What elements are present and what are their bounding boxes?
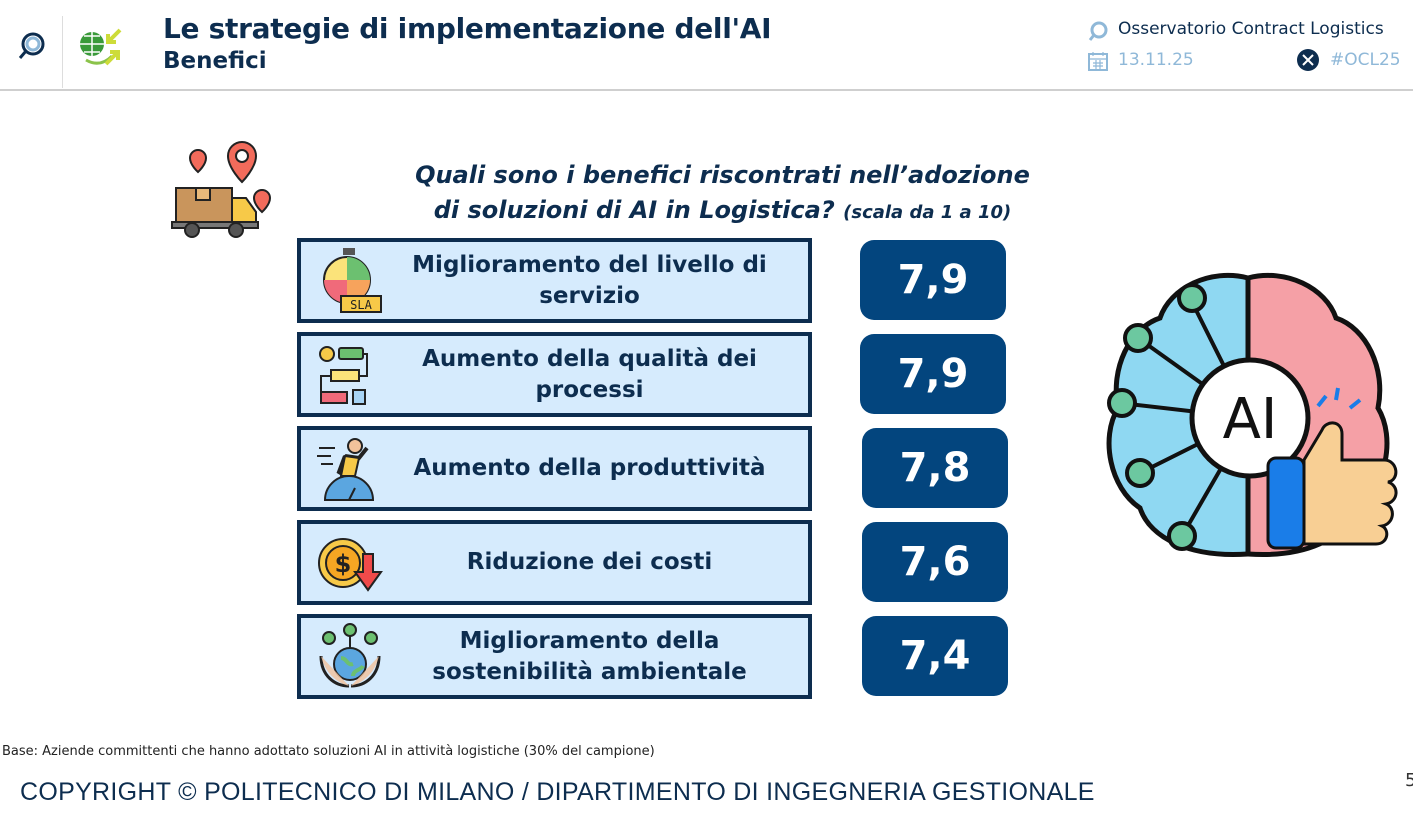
benefit-label: Miglioramento della sostenibilità ambien…	[432, 627, 747, 685]
question-line-1: Quali sono i benefici riscontrati nell’a…	[415, 161, 1030, 189]
benefit-label: Aumento della produttività	[413, 455, 766, 481]
header-separator	[0, 89, 1413, 91]
survey-question: Quali sono i benefici riscontrati nell’a…	[340, 158, 1105, 230]
benefit-row-sustainability: Miglioramento della sostenibilità ambien…	[297, 614, 812, 699]
brain-ai-label: AI	[1223, 387, 1278, 452]
cost-reduction-coin-icon: $	[318, 537, 383, 592]
benefit-score: 7,9	[860, 240, 1006, 320]
copyright-notice: COPYRIGHT © POLITECNICO DI MILANO / DIPA…	[20, 778, 1095, 806]
delivery-truck-icon	[171, 140, 272, 238]
globe-arrows-logo	[80, 28, 122, 66]
header-divider	[62, 16, 63, 88]
observatory-name: Osservatorio Contract Logistics	[1118, 19, 1384, 39]
page-number: 5	[1405, 770, 1413, 791]
calendar-icon	[1088, 52, 1108, 71]
sla-stopwatch-icon: SLA	[323, 247, 382, 313]
sustainability-globe-hands-icon	[319, 622, 381, 687]
benefit-row-service-level: SLA Miglioramento del livello di servizi…	[297, 238, 812, 323]
x-logo-icon[interactable]	[1297, 49, 1319, 71]
svg-text:SLA: SLA	[350, 298, 372, 312]
benefit-label: Aumento della qualità dei processi	[422, 345, 757, 403]
benefit-score: 7,8	[862, 428, 1008, 508]
benefit-label: Riduzione dei costi	[466, 549, 713, 575]
hashtag[interactable]: #OCL25	[1330, 50, 1401, 70]
ai-brain-thumbs-up-illustration: AI	[1106, 272, 1398, 558]
page-title: Le strategie di implementazione dell'AI	[163, 12, 772, 45]
event-date: 13.11.25	[1118, 50, 1194, 70]
benefit-row-process-quality: Aumento della qualità dei processi	[297, 332, 812, 417]
magnifier-icon	[1088, 21, 1108, 41]
benefit-score: 7,4	[862, 616, 1008, 696]
benefit-row-productivity: Aumento della produttività	[297, 426, 812, 511]
page-subtitle: Benefici	[163, 48, 267, 74]
magnifier-icon	[18, 32, 45, 59]
benefit-score: 7,9	[860, 334, 1006, 414]
benefit-label: Miglioramento del livello di servizio	[412, 251, 767, 309]
svg-text:$: $	[335, 550, 352, 578]
benefit-row-cost-reduction: $ Riduzione dei costi	[297, 520, 812, 605]
productivity-runner-icon	[317, 437, 375, 501]
sample-base-note: Base: Aziende committenti che hanno adot…	[2, 744, 655, 759]
question-line-2: di soluzioni di AI in Logistica?	[433, 196, 835, 224]
process-flow-icon	[319, 345, 368, 405]
question-scale: (scala da 1 a 10)	[843, 202, 1012, 223]
benefit-score: 7,6	[862, 522, 1008, 602]
